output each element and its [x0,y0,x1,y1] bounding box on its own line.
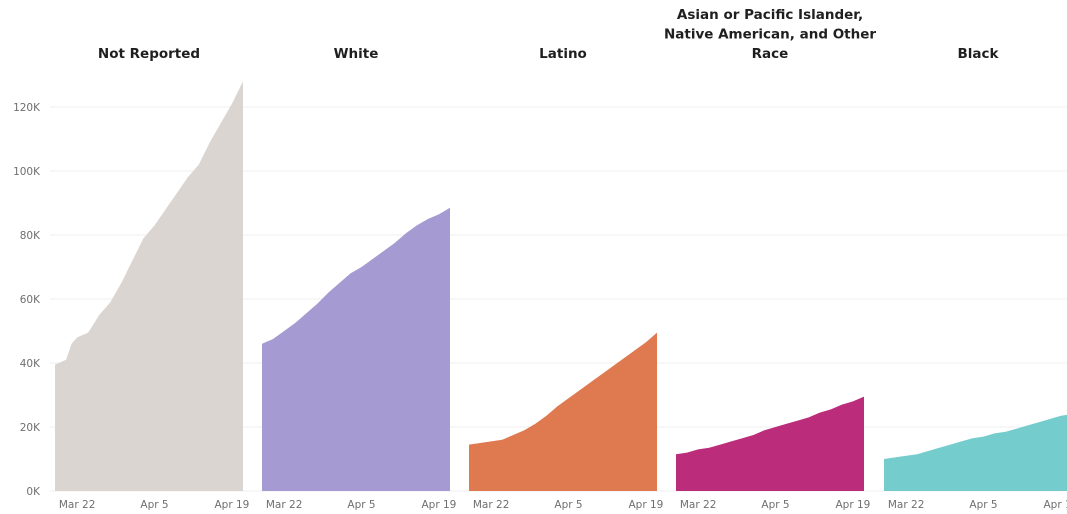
x-tick-label: Mar 22 [680,499,717,511]
x-tick-label: Mar 22 [59,499,96,511]
y-tick-label: 120K [13,102,41,114]
x-tick-label: Mar 22 [888,499,925,511]
panel-title: Native American, and Other [664,27,876,43]
y-tick-label: 0K [26,486,41,498]
y-tick-label: 100K [13,166,41,178]
y-tick-label: 80K [20,230,41,242]
x-tick-label: Apr 19 [836,499,871,511]
x-tick-label: Apr 5 [554,499,582,511]
y-tick-label: 60K [20,294,41,306]
panels: Not Reported Mar 22 Apr 5 Apr 19 White Mar 22… [55,7,1067,511]
x-tick-label: Apr 19 [215,499,250,511]
panel-title: Race [752,46,789,62]
x-tick-label: Mar 22 [266,499,303,511]
panel-title: Black [957,46,999,62]
y-axis: 0K 20K 40K 60K 80K 100K 120K [13,102,41,498]
x-tick-label: Apr 19 [422,499,457,511]
panel: Latino Mar 22 Apr 5 Apr 19 [469,46,663,511]
panel-title: White [334,46,379,62]
panel: Asian or Pacific Islander, Native America… [664,7,876,511]
y-tick-label: 40K [20,358,41,370]
panel-title: Not Reported [98,46,200,62]
panel-title: Latino [539,46,587,62]
x-tick-label: Apr 19 [1044,499,1067,511]
x-tick-label: Apr 5 [347,499,375,511]
area-series [884,414,1067,491]
x-tick-label: Apr 5 [761,499,789,511]
panel: Black Mar 22 Apr 5 Apr 19 [884,46,1067,511]
area-series [262,207,450,492]
x-tick-label: Mar 22 [473,499,510,511]
area-series [55,81,243,492]
panel: Not Reported Mar 22 Apr 5 Apr 19 [55,46,249,511]
panel-title: Asian or Pacific Islander, [677,7,863,23]
x-tick-label: Apr 5 [140,499,168,511]
x-tick-label: Apr 19 [629,499,664,511]
area-series [469,332,657,491]
area-series [676,396,864,491]
y-tick-label: 20K [20,422,41,434]
panel: White Mar 22 Apr 5 Apr 19 [262,46,456,511]
x-tick-label: Apr 5 [969,499,997,511]
